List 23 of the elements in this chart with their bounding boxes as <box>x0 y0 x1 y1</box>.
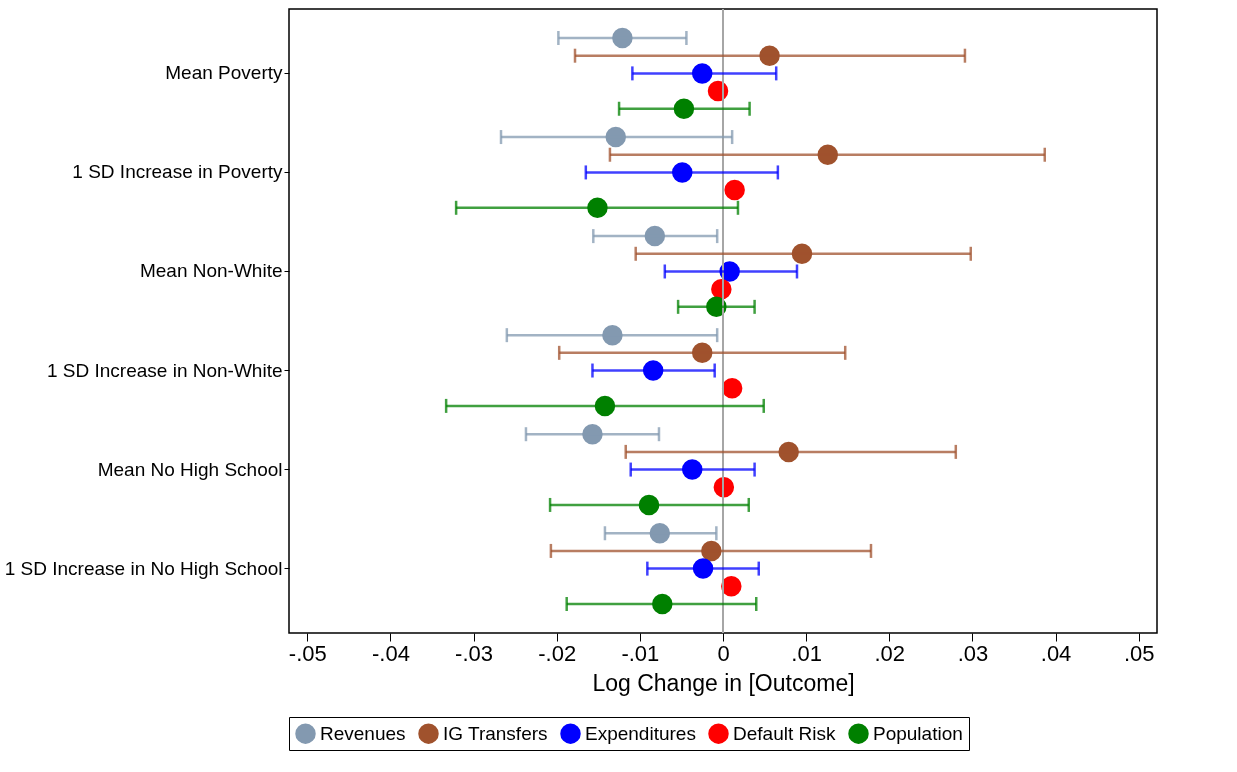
x-tick-label: -.02 <box>538 640 577 666</box>
y-tick-label: 1 SD Increase in Non-White <box>47 359 283 381</box>
x-tick-label: .02 <box>874 640 906 666</box>
legend-label: IG Transfers <box>443 722 548 744</box>
x-tick-label: -.03 <box>455 640 494 666</box>
x-tick-label: .05 <box>1123 640 1155 666</box>
legend-label: Population <box>873 722 963 744</box>
x-tick-label: .04 <box>1040 640 1072 666</box>
y-tick-label: Mean Non-White <box>139 260 283 282</box>
x-tick-label: 0 <box>717 640 730 666</box>
legend-label: Default Risk <box>733 722 836 744</box>
x-tick-label: -.01 <box>621 640 660 666</box>
y-tick-label: 1 SD Increase in No High School <box>4 557 283 579</box>
x-axis-title: Log Change in [Outcome] <box>592 669 855 696</box>
legend-label: Expenditures <box>585 722 696 744</box>
y-tick-label: 1 SD Increase in Poverty <box>72 161 283 183</box>
y-tick-label: Mean Poverty <box>165 62 283 84</box>
x-tick-label: .01 <box>791 640 822 666</box>
y-tick-label: Mean No High School <box>97 458 283 480</box>
x-tick-label: -.05 <box>288 640 327 666</box>
x-tick-label: .03 <box>957 640 989 666</box>
legend-label: Revenues <box>320 722 406 744</box>
x-tick-label: -.04 <box>371 640 410 666</box>
